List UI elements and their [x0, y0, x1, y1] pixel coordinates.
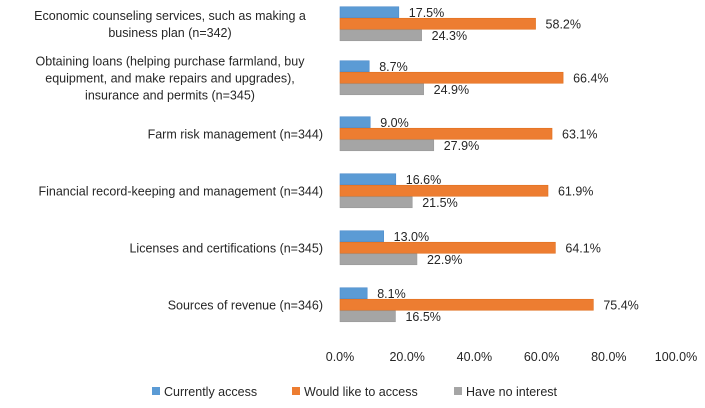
bar-have-no-interest [339, 196, 413, 209]
x-tick-label: 40.0% [457, 350, 492, 364]
x-tick-label: 0.0% [326, 350, 355, 364]
bar-have-no-interest [339, 139, 435, 152]
data-label: 64.1% [565, 242, 600, 256]
category-label: Economic counseling services, such as ma… [34, 9, 306, 40]
data-label: 75.4% [603, 299, 638, 313]
data-label: 63.1% [562, 128, 597, 142]
data-label: 13.0% [394, 230, 429, 244]
legend-swatch [152, 387, 160, 395]
data-label: 21.5% [422, 196, 457, 210]
bar-have-no-interest [339, 83, 424, 96]
value-labels: 17.5% 58.2% 24.3% 8.7% 66.4% 24.9% 9.0% 63.1% 27… [377, 6, 639, 324]
bars [339, 6, 594, 323]
category-labels: Economic counseling services, such as ma… [34, 9, 323, 313]
bar-have-no-interest [339, 310, 396, 323]
bar-currently-access [339, 173, 397, 186]
data-label: 61.9% [558, 185, 593, 199]
legend-label: Have no interest [466, 385, 558, 399]
category-label: Obtaining loans (helping purchase farmla… [36, 55, 306, 103]
legend-swatch [292, 387, 300, 395]
data-label: 66.4% [573, 72, 608, 86]
x-tick-label: 80.0% [591, 350, 626, 364]
category-label: Financial record-keeping and management … [38, 185, 323, 199]
legend-swatch [454, 387, 462, 395]
bar-currently-access [339, 116, 371, 129]
data-label: 24.9% [434, 83, 469, 97]
bar-currently-access [339, 230, 384, 243]
category-label: Sources of revenue (n=346) [168, 299, 323, 313]
data-label: 8.1% [377, 287, 406, 301]
bar-have-no-interest [339, 29, 422, 42]
data-label: 22.9% [427, 253, 462, 267]
bar-currently-access [339, 60, 370, 73]
data-label: 27.9% [444, 139, 479, 153]
data-label: 24.3% [432, 29, 467, 43]
bar-currently-access [339, 6, 400, 19]
x-tick-label: 20.0% [389, 350, 424, 364]
x-tick-label: 60.0% [524, 350, 559, 364]
category-label: Licenses and certifications (n=345) [129, 242, 323, 256]
data-label: 8.7% [379, 60, 408, 74]
legend: Currently access Would like to access Have… [152, 385, 558, 399]
legend-label: Currently access [164, 385, 257, 399]
bar-would-like-to-access [339, 17, 536, 30]
data-label: 16.6% [406, 173, 441, 187]
data-label: 17.5% [409, 6, 444, 20]
bar-would-like-to-access [339, 71, 564, 84]
bar-would-like-to-access [339, 298, 594, 311]
bar-would-like-to-access [339, 184, 549, 197]
x-axis-tick-labels: 0.0% 20.0% 40.0% 60.0% 80.0% 100.0% [326, 350, 697, 364]
data-label: 9.0% [380, 116, 409, 130]
bar-would-like-to-access [339, 127, 553, 140]
bar-have-no-interest [339, 253, 418, 266]
bar-currently-access [339, 287, 368, 300]
data-label: 58.2% [546, 18, 581, 32]
category-label: Farm risk management (n=344) [148, 128, 323, 142]
legend-label: Would like to access [304, 385, 418, 399]
x-tick-label: 100.0% [655, 350, 697, 364]
data-label: 16.5% [405, 310, 440, 324]
bar-would-like-to-access [339, 241, 556, 254]
